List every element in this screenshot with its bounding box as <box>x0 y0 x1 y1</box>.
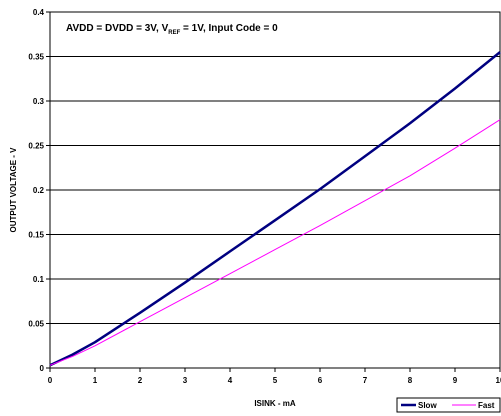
legend-label-slow: Slow <box>418 401 437 410</box>
y-tick-label: 0.2 <box>33 186 45 195</box>
y-tick-label: 0.1 <box>33 275 45 284</box>
x-axis-title: ISINK - mA <box>254 399 296 408</box>
chart-annotation: AVDD = DVDD = 3V, VREF = 1V, Input Code … <box>66 23 278 36</box>
y-tick-label: 0 <box>40 364 45 373</box>
x-tick-label: 9 <box>453 376 458 385</box>
x-tick-label: 7 <box>363 376 368 385</box>
x-tick-label: 3 <box>183 376 188 385</box>
x-tick-label: 2 <box>138 376 143 385</box>
x-axis-ticks: 0 1 2 3 4 5 6 7 8 9 10 <box>48 368 501 385</box>
series-line-slow <box>49 51 501 367</box>
legend: Slow Fast <box>396 397 501 413</box>
series-line-fast <box>49 119 501 366</box>
y-tick-label: 0.15 <box>28 231 44 240</box>
series-lines <box>49 51 501 367</box>
x-tick-label: 8 <box>408 376 413 385</box>
y-axis-ticks: 0 0.05 0.1 0.15 0.2 0.25 0.3 0.35 0.4 <box>28 8 50 373</box>
y-tick-label: 0.3 <box>33 97 45 106</box>
y-tick-label: 0.05 <box>28 320 44 329</box>
x-tick-label: 4 <box>228 376 233 385</box>
y-tick-label: 0.35 <box>28 53 44 62</box>
y-tick-label: 0.4 <box>33 8 45 17</box>
x-tick-label: 10 <box>496 376 501 385</box>
x-tick-label: 1 <box>93 376 98 385</box>
legend-box <box>396 397 501 413</box>
y-tick-label: 0.25 <box>28 142 44 151</box>
x-tick-label: 5 <box>273 376 278 385</box>
x-tick-label: 0 <box>48 376 53 385</box>
legend-label-fast: Fast <box>478 401 495 410</box>
x-tick-label: 6 <box>318 376 323 385</box>
y-axis-title: OUTPUT VOLTAGE - V <box>9 147 18 233</box>
